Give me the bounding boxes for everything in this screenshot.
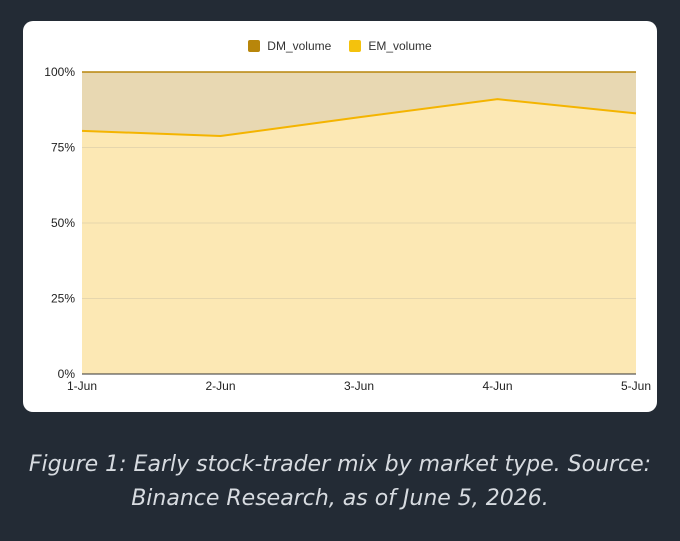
y-tick-label: 0% xyxy=(58,367,76,381)
y-tick-label: 100% xyxy=(44,65,75,79)
legend-item-dm[interactable]: DM_volume xyxy=(248,39,331,53)
area-chart: 0% 25% 50% 75% 100% 1-Jun 2-Jun 3-Jun 4-Jun 5-Jun xyxy=(44,65,651,393)
chart-card: DM_volume EM_volume 0% 25% 50% 75% 100% 1-Jun… xyxy=(23,21,657,412)
legend-label-dm: DM_volume xyxy=(267,39,332,53)
x-tick-label: 4-Jun xyxy=(482,379,512,393)
area-em-volume xyxy=(82,99,636,375)
chart-legend: DM_volume EM_volume xyxy=(23,39,657,53)
x-tick-label: 2-Jun xyxy=(205,379,235,393)
area-dm-volume xyxy=(82,72,636,137)
y-tick-label: 75% xyxy=(51,141,75,155)
line-em-volume xyxy=(81,98,637,138)
legend-swatch-dm xyxy=(248,40,261,52)
x-tick-label: 3-Jun xyxy=(344,379,374,393)
figure-caption: Figure 1: Early stock-trader mix by mark… xyxy=(0,448,680,516)
x-tick-label: 1-Jun xyxy=(67,379,97,393)
legend-swatch-em xyxy=(349,40,362,52)
caption-line-2: Binance Research, as of June 5, 2026. xyxy=(131,486,549,511)
caption-line-1: Figure 1: Early stock-trader mix by mark… xyxy=(28,452,652,477)
x-tick-label: 5-Jun xyxy=(621,379,651,393)
y-tick-label: 50% xyxy=(51,216,75,230)
legend-item-em[interactable]: EM_volume xyxy=(349,39,432,53)
legend-label-em: EM_volume xyxy=(368,39,432,53)
y-tick-label: 25% xyxy=(51,292,75,306)
